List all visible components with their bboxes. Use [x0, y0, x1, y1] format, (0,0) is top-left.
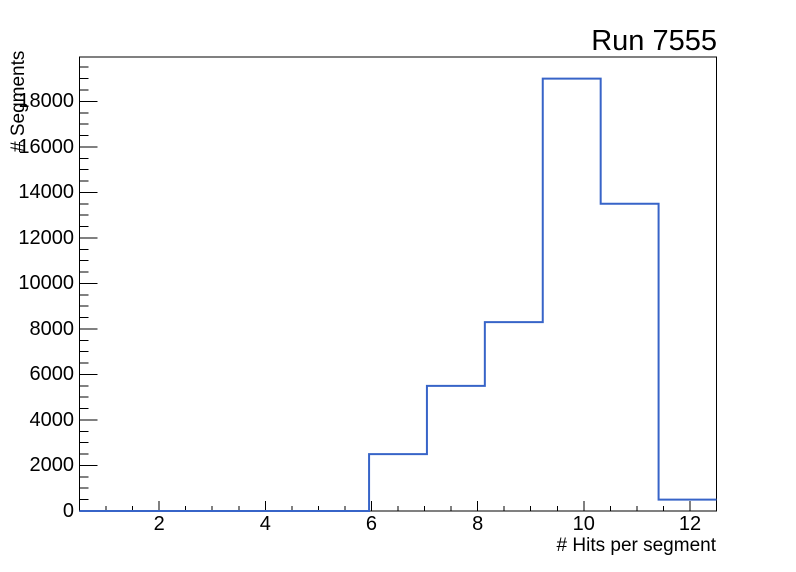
- y-tick-label: 18000: [18, 90, 74, 113]
- x-axis-label: # Hits per segment: [556, 535, 716, 556]
- x-tick-label: 6: [365, 513, 378, 535]
- y-tick-label: 0: [62, 500, 74, 522]
- y-axis-label: # Segments: [8, 50, 29, 152]
- x-tick-label: 8: [472, 513, 484, 535]
- x-tick-label: 2: [153, 513, 165, 535]
- y-tick-label: 10000: [18, 272, 74, 295]
- y-tick-label: 2000: [29, 454, 75, 477]
- x-tick-label: 12: [678, 513, 702, 535]
- y-tick-label: 16000: [18, 135, 74, 158]
- y-tick-label: 14000: [18, 181, 74, 204]
- y-tick-label: 8000: [29, 317, 75, 340]
- histogram-line: [79, 77, 717, 512]
- y-tick-label: 4000: [29, 408, 75, 431]
- x-tick-label: 10: [572, 513, 595, 535]
- plot-frame: [79, 56, 717, 512]
- plot-title: Run 7555: [591, 25, 717, 57]
- x-tick-label: 4: [259, 513, 271, 535]
- y-tick-label: 6000: [29, 363, 75, 386]
- y-tick-label: 12000: [18, 226, 74, 249]
